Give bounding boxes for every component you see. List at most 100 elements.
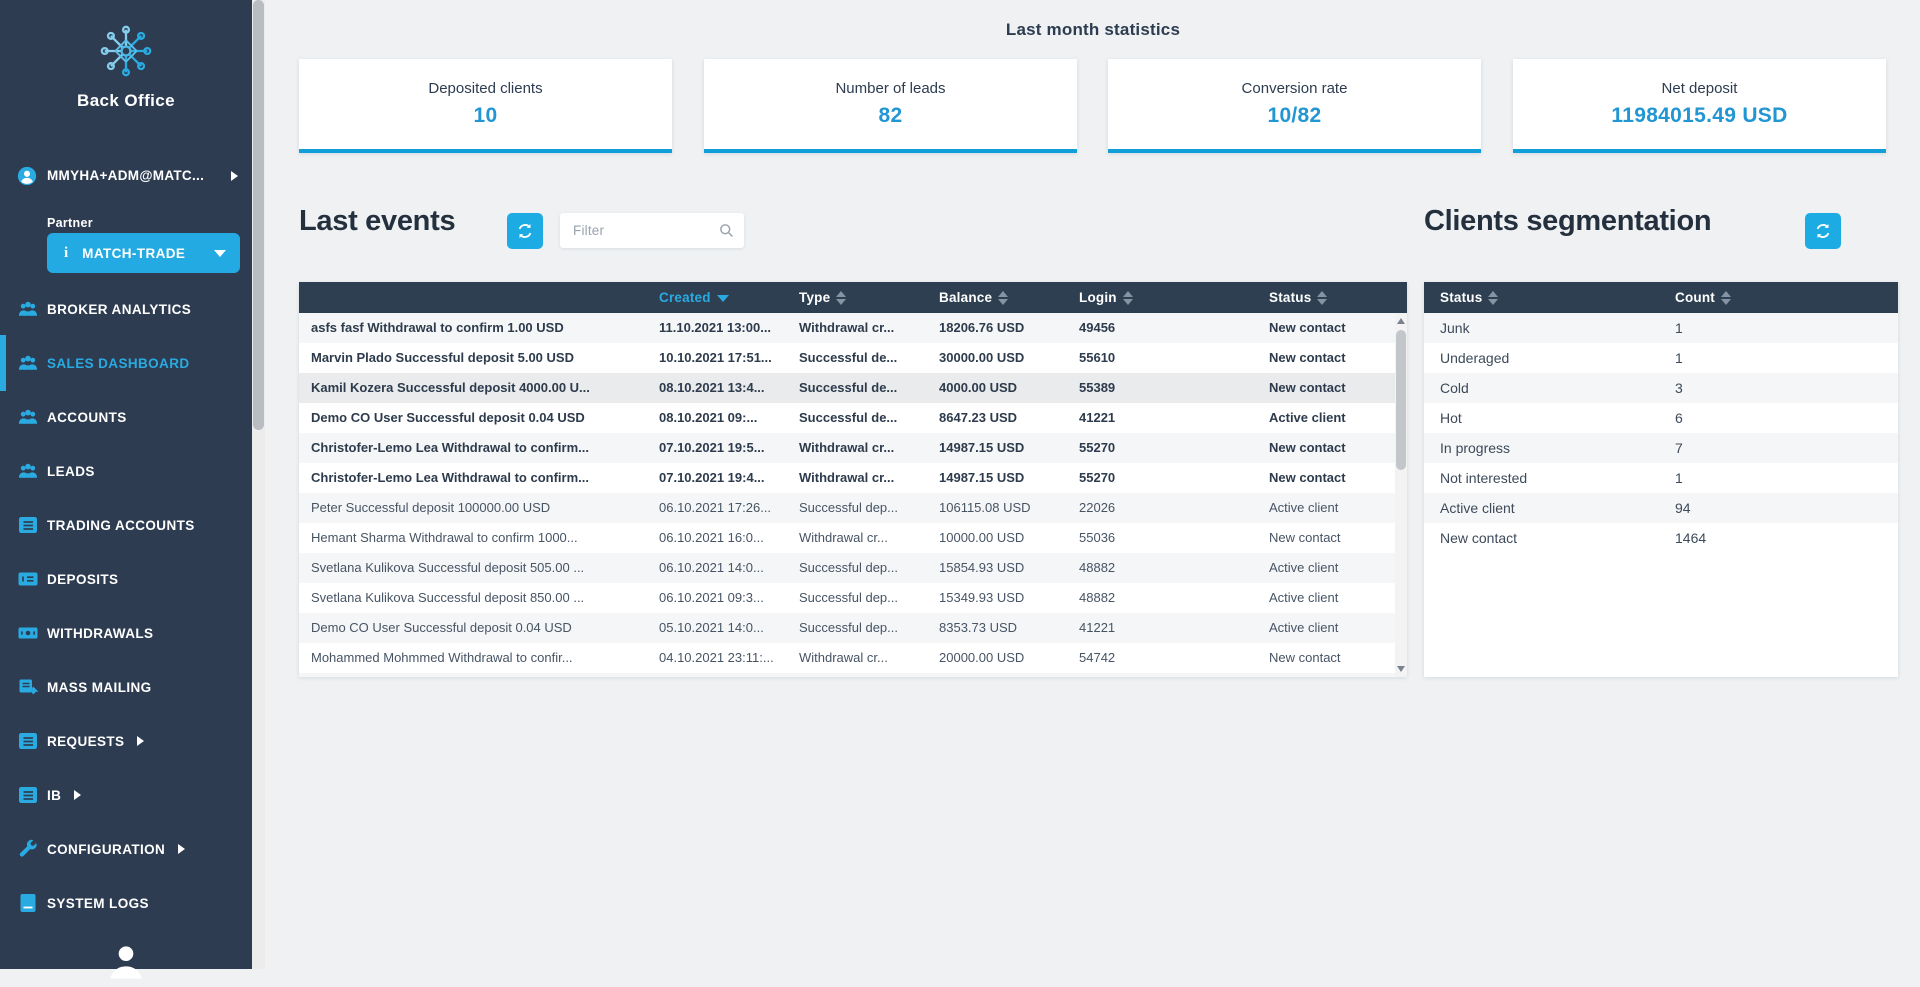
events-table-row[interactable]: asfs fasf Withdrawal to confirm 1.00 USD… — [299, 313, 1395, 343]
cell-status: New contact — [1269, 350, 1346, 365]
events-table-row[interactable]: Demo CO User Successful deposit 0.04 USD… — [299, 403, 1395, 433]
sidebar-item-label: IB — [47, 787, 62, 803]
scrollbar-thumb[interactable] — [1396, 330, 1406, 470]
wrench-icon — [16, 837, 40, 861]
sidebar-item-accounts[interactable]: ACCOUNTS — [0, 390, 252, 444]
events-table-row[interactable]: Mohammed Mohmmed Withdrawal to confir...… — [299, 643, 1395, 673]
cell-status: Active client — [1269, 590, 1339, 605]
segmentation-table-header: Status Count — [1424, 282, 1898, 313]
events-refresh-button[interactable] — [507, 213, 543, 249]
cell-balance: 14987.15 USD — [939, 440, 1025, 455]
cell-login: 41221 — [1079, 410, 1116, 425]
segmentation-table-row[interactable]: In progress 7 — [1424, 433, 1898, 463]
events-table-row[interactable]: Hemant Sharma Withdrawal to confirm 1000… — [299, 523, 1395, 553]
search-icon — [718, 222, 735, 239]
sidebar-item-system-logs[interactable]: SYSTEM LOGS — [0, 876, 252, 930]
cell-type: Withdrawal cr... — [799, 320, 895, 335]
user-email: MMYHA+ADM@MATC... — [47, 168, 205, 183]
segmentation-refresh-button[interactable] — [1805, 213, 1841, 249]
sidebar-item-mass-mailing[interactable]: MASS MAILING — [0, 660, 252, 714]
segmentation-table-row[interactable]: New contact 1464 — [1424, 523, 1898, 553]
header-login[interactable]: Login — [1065, 282, 1255, 313]
stat-label: Number of leads — [835, 80, 946, 97]
cell-balance: 8647.23 USD — [939, 410, 1018, 425]
sidebar-item-configuration[interactable]: CONFIGURATION — [0, 822, 252, 876]
cell-count: 1 — [1675, 470, 1683, 486]
header-type[interactable]: Type — [785, 282, 925, 313]
users-icon — [16, 405, 40, 429]
sidebar-item-trading-accounts[interactable]: TRADING ACCOUNTS — [0, 498, 252, 552]
cell-created: 08.10.2021 13:4... — [659, 380, 765, 395]
app-logo: Back Office — [0, 22, 252, 111]
cell-type: Successful de... — [799, 350, 898, 365]
sidebar-item-ib[interactable]: IB — [0, 768, 252, 822]
last-events-title: Last events — [299, 205, 456, 237]
events-table-row[interactable]: Peter Successful deposit 100000.00 USD 06… — [299, 493, 1395, 523]
stat-label: Conversion rate — [1241, 80, 1348, 97]
sidebar-item-deposits[interactable]: DEPOSITS — [0, 552, 252, 606]
segmentation-table: Status Count Junk 1 Underaged 1 Cold 3 Hot 6 In … — [1424, 282, 1898, 677]
cell-login: 55389 — [1079, 380, 1116, 395]
cell-status: Active client — [1269, 620, 1339, 635]
segmentation-table-row[interactable]: Junk 1 — [1424, 313, 1898, 343]
header-count[interactable]: Count — [1675, 282, 1898, 313]
sort-icon — [998, 291, 1009, 306]
events-table-body: asfs fasf Withdrawal to confirm 1.00 USD… — [299, 313, 1407, 673]
person-icon — [106, 942, 146, 982]
scroll-down-icon[interactable] — [1397, 666, 1405, 672]
header-status[interactable]: Status — [1424, 282, 1675, 313]
scroll-up-icon[interactable] — [1397, 318, 1405, 324]
stat-value: 82 — [878, 104, 903, 127]
cell-balance: 30000.00 USD — [939, 350, 1025, 365]
cell-status: Underaged — [1440, 350, 1510, 366]
scrollbar-thumb[interactable] — [253, 0, 264, 430]
cell-type: Successful dep... — [799, 620, 898, 635]
cell-type: Withdrawal cr... — [799, 650, 888, 665]
book-icon — [16, 891, 40, 915]
header-description — [299, 282, 645, 313]
cell-description: Svetlana Kulikova Successful deposit 850… — [311, 590, 585, 605]
user-menu[interactable]: MMYHA+ADM@MATC... — [0, 164, 252, 190]
list-icon — [16, 783, 40, 807]
partner-select[interactable]: i MATCH-TRADE — [47, 233, 240, 273]
cell-login: 54742 — [1079, 650, 1116, 665]
filter-input[interactable] — [560, 213, 723, 248]
sort-desc-icon — [716, 294, 729, 302]
cell-balance: 14987.15 USD — [939, 470, 1025, 485]
header-created[interactable]: Created — [645, 282, 785, 313]
cell-status: Junk — [1440, 320, 1470, 336]
sidebar-item-sales-dashboard[interactable]: SALES DASHBOARD — [0, 335, 252, 391]
segmentation-table-row[interactable]: Active client 94 — [1424, 493, 1898, 523]
sidebar-item-label: SALES DASHBOARD — [47, 355, 190, 371]
events-table-row[interactable]: Christofer-Lemo Lea Withdrawal to confir… — [299, 463, 1395, 493]
segmentation-table-row[interactable]: Underaged 1 — [1424, 343, 1898, 373]
sidebar-scrollbar[interactable] — [252, 0, 265, 969]
events-table-row[interactable]: Kamil Kozera Successful deposit 4000.00 … — [299, 373, 1395, 403]
cell-description: Kamil Kozera Successful deposit 4000.00 … — [311, 380, 590, 395]
segmentation-table-row[interactable]: Not interested 1 — [1424, 463, 1898, 493]
events-scrollbar[interactable] — [1395, 313, 1407, 677]
header-status[interactable]: Status — [1255, 282, 1395, 313]
sidebar-item-broker-analytics[interactable]: BROKER ANALYTICS — [0, 282, 252, 336]
cell-count: 1464 — [1675, 530, 1707, 546]
events-table-row[interactable]: Marvin Plado Successful deposit 5.00 USD… — [299, 343, 1395, 373]
segmentation-table-row[interactable]: Cold 3 — [1424, 373, 1898, 403]
cell-created: 07.10.2021 19:5... — [659, 440, 765, 455]
events-table-header: Created Type Balance Login Status — [299, 282, 1407, 313]
sidebar-item-label: DEPOSITS — [47, 571, 119, 587]
segmentation-table-row[interactable]: Hot 6 — [1424, 403, 1898, 433]
sidebar-item-leads[interactable]: LEADS — [0, 444, 252, 498]
sort-icon — [836, 291, 847, 306]
stat-value: 10 — [473, 104, 498, 127]
chevron-right-icon — [74, 790, 82, 800]
partial-row — [299, 673, 1395, 677]
sidebar-item-requests[interactable]: REQUESTS — [0, 714, 252, 768]
sidebar-item-withdrawals[interactable]: WITHDRAWALS — [0, 606, 252, 660]
sidebar-item-label: SYSTEM LOGS — [47, 895, 149, 911]
header-balance[interactable]: Balance — [925, 282, 1065, 313]
events-table-row[interactable]: Demo CO User Successful deposit 0.04 USD… — [299, 613, 1395, 643]
events-table-row[interactable]: Christofer-Lemo Lea Withdrawal to confir… — [299, 433, 1395, 463]
events-table-row[interactable]: Svetlana Kulikova Successful deposit 505… — [299, 553, 1395, 583]
events-table-row[interactable]: Svetlana Kulikova Successful deposit 850… — [299, 583, 1395, 613]
